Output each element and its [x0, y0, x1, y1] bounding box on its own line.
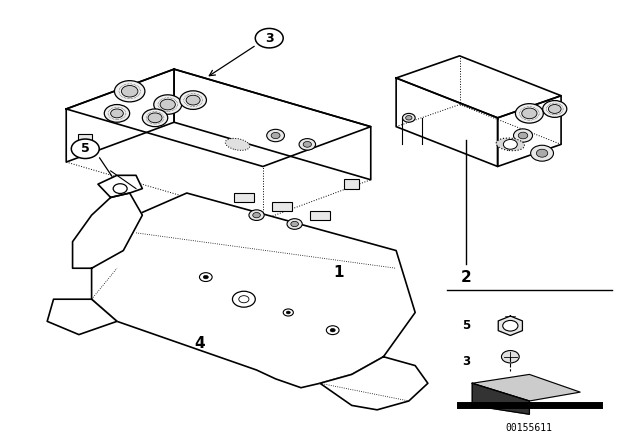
Circle shape: [522, 108, 537, 119]
Circle shape: [160, 99, 175, 110]
FancyBboxPatch shape: [78, 134, 92, 146]
Circle shape: [299, 138, 316, 150]
Circle shape: [502, 350, 519, 363]
Polygon shape: [98, 175, 142, 198]
Circle shape: [515, 103, 543, 123]
Circle shape: [148, 113, 162, 123]
Text: 00155611: 00155611: [506, 422, 553, 432]
Text: 3: 3: [265, 32, 273, 45]
Circle shape: [502, 320, 518, 331]
FancyBboxPatch shape: [344, 179, 359, 190]
Text: 3: 3: [462, 355, 470, 368]
Text: 4: 4: [194, 336, 205, 351]
Circle shape: [271, 133, 280, 138]
Polygon shape: [92, 193, 415, 388]
Circle shape: [406, 116, 412, 120]
Ellipse shape: [225, 138, 250, 151]
Circle shape: [249, 210, 264, 220]
Circle shape: [71, 139, 99, 159]
Polygon shape: [72, 193, 142, 268]
FancyBboxPatch shape: [310, 211, 330, 220]
Polygon shape: [472, 383, 529, 414]
Polygon shape: [472, 375, 580, 401]
Polygon shape: [498, 96, 561, 167]
Circle shape: [513, 129, 532, 142]
Circle shape: [403, 113, 415, 122]
Circle shape: [548, 104, 561, 113]
Circle shape: [255, 28, 284, 48]
Circle shape: [204, 276, 209, 279]
Ellipse shape: [496, 138, 524, 151]
Text: 5: 5: [462, 319, 470, 332]
Circle shape: [186, 95, 200, 105]
Polygon shape: [499, 316, 522, 336]
Polygon shape: [66, 69, 174, 162]
Circle shape: [330, 328, 335, 332]
Circle shape: [142, 109, 168, 127]
Polygon shape: [66, 69, 371, 167]
Circle shape: [122, 86, 138, 97]
FancyBboxPatch shape: [234, 193, 254, 202]
Circle shape: [287, 219, 302, 229]
Circle shape: [267, 129, 284, 142]
Circle shape: [303, 142, 312, 147]
Circle shape: [115, 81, 145, 102]
Polygon shape: [396, 78, 498, 167]
Text: 2: 2: [461, 270, 471, 284]
Circle shape: [154, 95, 182, 114]
Circle shape: [543, 100, 567, 117]
Circle shape: [518, 132, 528, 139]
Text: 1: 1: [334, 265, 344, 280]
Circle shape: [180, 91, 207, 109]
Circle shape: [253, 212, 260, 218]
FancyBboxPatch shape: [272, 202, 292, 211]
Circle shape: [503, 139, 517, 149]
Polygon shape: [47, 299, 117, 335]
Circle shape: [531, 145, 554, 161]
Circle shape: [286, 311, 291, 314]
Polygon shape: [396, 56, 561, 118]
Text: 5: 5: [81, 142, 90, 155]
Circle shape: [291, 221, 298, 227]
Circle shape: [113, 184, 127, 194]
Polygon shape: [174, 69, 371, 180]
Polygon shape: [320, 357, 428, 410]
Circle shape: [536, 149, 548, 157]
Circle shape: [104, 104, 130, 122]
Circle shape: [111, 109, 124, 118]
